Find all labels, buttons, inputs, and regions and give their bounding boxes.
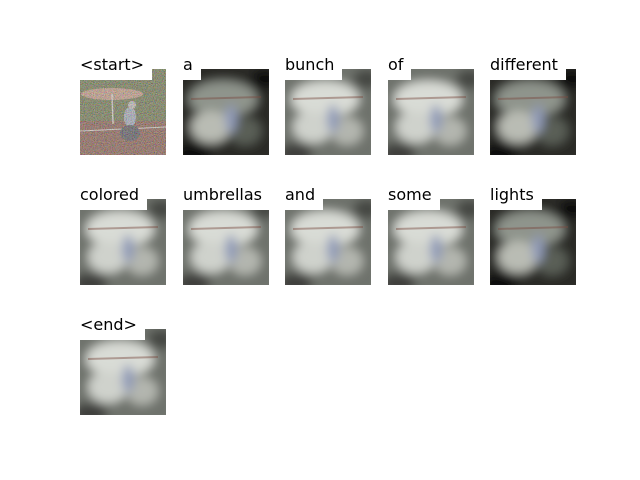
attention-panel: lights	[490, 184, 576, 285]
attention-panel: <end>	[80, 314, 166, 415]
attention-map-image	[388, 69, 474, 155]
caption-token-label: of	[388, 54, 412, 80]
attention-map-image	[285, 69, 371, 155]
caption-token-label: colored	[80, 184, 148, 210]
attention-panel: umbrellas	[183, 184, 270, 285]
caption-token-label: a	[183, 54, 201, 80]
attention-map-image	[80, 329, 166, 415]
caption-token-label: some	[388, 184, 440, 210]
attention-panel: some	[388, 184, 474, 285]
caption-token-label: <end>	[80, 314, 145, 340]
attention-map-image	[80, 69, 166, 155]
attention-panel: colored	[80, 184, 166, 285]
attention-panel: bunch	[285, 54, 371, 155]
attention-map-image	[80, 199, 166, 285]
attention-panel: of	[388, 54, 474, 155]
caption-token-label: and	[285, 184, 324, 210]
attention-map-image	[490, 69, 576, 155]
attention-panel: a	[183, 54, 269, 155]
attention-panel: different	[490, 54, 576, 155]
attention-panel: <start>	[80, 54, 166, 155]
caption-token-label: different	[490, 54, 566, 80]
attention-map-image	[388, 199, 474, 285]
attention-panel: and	[285, 184, 371, 285]
attention-map-image	[490, 199, 576, 285]
caption-token-label: <start>	[80, 54, 153, 80]
attention-map-image	[285, 199, 371, 285]
attention-map-image	[183, 199, 269, 285]
caption-token-label: lights	[490, 184, 542, 210]
caption-token-label: bunch	[285, 54, 343, 80]
caption-token-label: umbrellas	[183, 184, 270, 210]
attention-map-image	[183, 69, 269, 155]
